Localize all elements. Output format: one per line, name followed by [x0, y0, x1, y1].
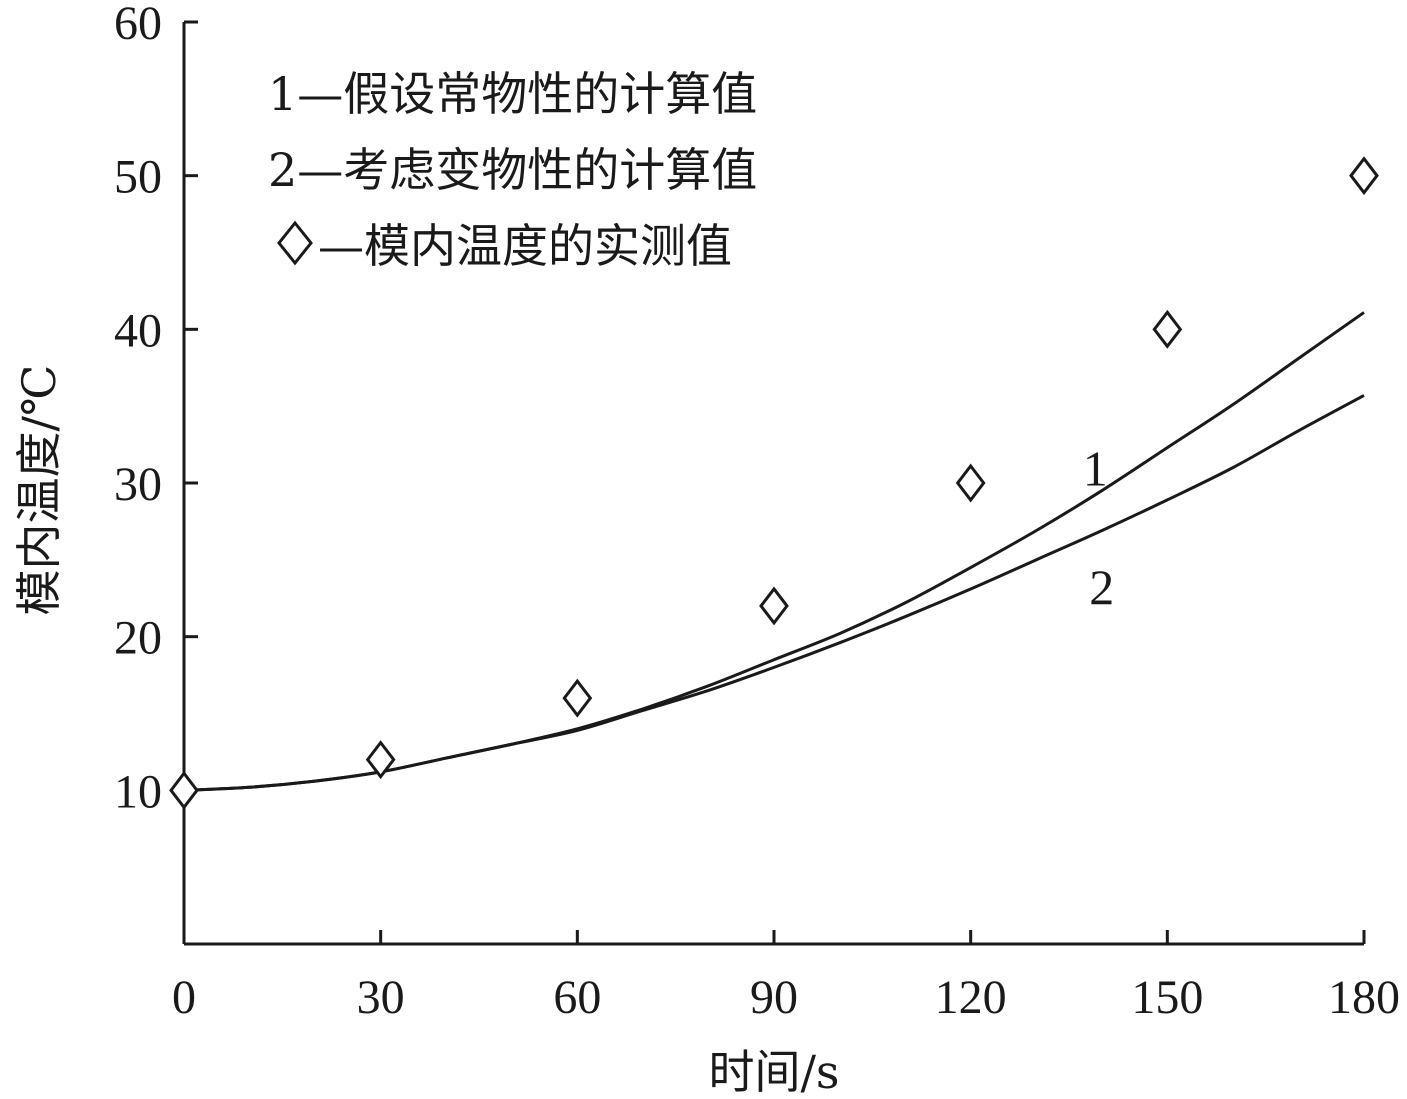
y-tick-label: 40	[114, 304, 162, 357]
y-ticks: 10 20 30 40 50 60	[114, 0, 198, 818]
x-tick-label: 0	[172, 971, 196, 1024]
series-1-line	[183, 311, 1365, 792]
y-tick-label: 20	[114, 612, 162, 665]
y-axis-label: 模内温度/℃	[12, 365, 66, 616]
x-axis-label: 时间/s	[708, 1045, 839, 1099]
x-tick-label: 90	[750, 971, 798, 1024]
x-ticks: 0 30 60 90 120 150 180	[172, 930, 1400, 1024]
markers-layer	[169, 156, 1379, 810]
measured-point-marker	[169, 770, 199, 810]
x-tick-label: 30	[357, 971, 405, 1024]
x-tick-label: 60	[553, 971, 601, 1024]
measured-point-marker	[562, 678, 593, 718]
legend-entry-1: 1—假设常物性的计算值	[268, 67, 757, 121]
curve-label-2: 2	[1089, 559, 1114, 615]
y-tick-label: 50	[114, 151, 162, 204]
legend-entry-2: 2—考虑变物性的计算值	[268, 143, 757, 197]
y-tick-label: 30	[114, 458, 162, 511]
y-tick-label: 60	[114, 0, 162, 50]
measured-point-marker	[759, 586, 789, 626]
measured-point-marker	[1152, 309, 1183, 349]
measured-point-marker	[955, 463, 986, 503]
curve-label-1: 1	[1083, 441, 1108, 497]
legend-entry-3: —模内温度的实测值	[318, 219, 732, 273]
x-tick-label: 150	[1131, 971, 1203, 1024]
x-tick-label: 120	[935, 971, 1007, 1024]
y-tick-label: 10	[114, 765, 162, 818]
legend-diamond-marker	[277, 220, 313, 266]
measured-point-marker	[365, 740, 396, 780]
series-layer	[183, 311, 1365, 792]
x-tick-label: 180	[1328, 971, 1400, 1024]
curve-labels: 12	[1083, 441, 1115, 615]
legend: 1—假设常物性的计算值 2—考虑变物性的计算值 —模内温度的实测值	[268, 67, 757, 273]
measured-point-marker	[1349, 156, 1379, 196]
